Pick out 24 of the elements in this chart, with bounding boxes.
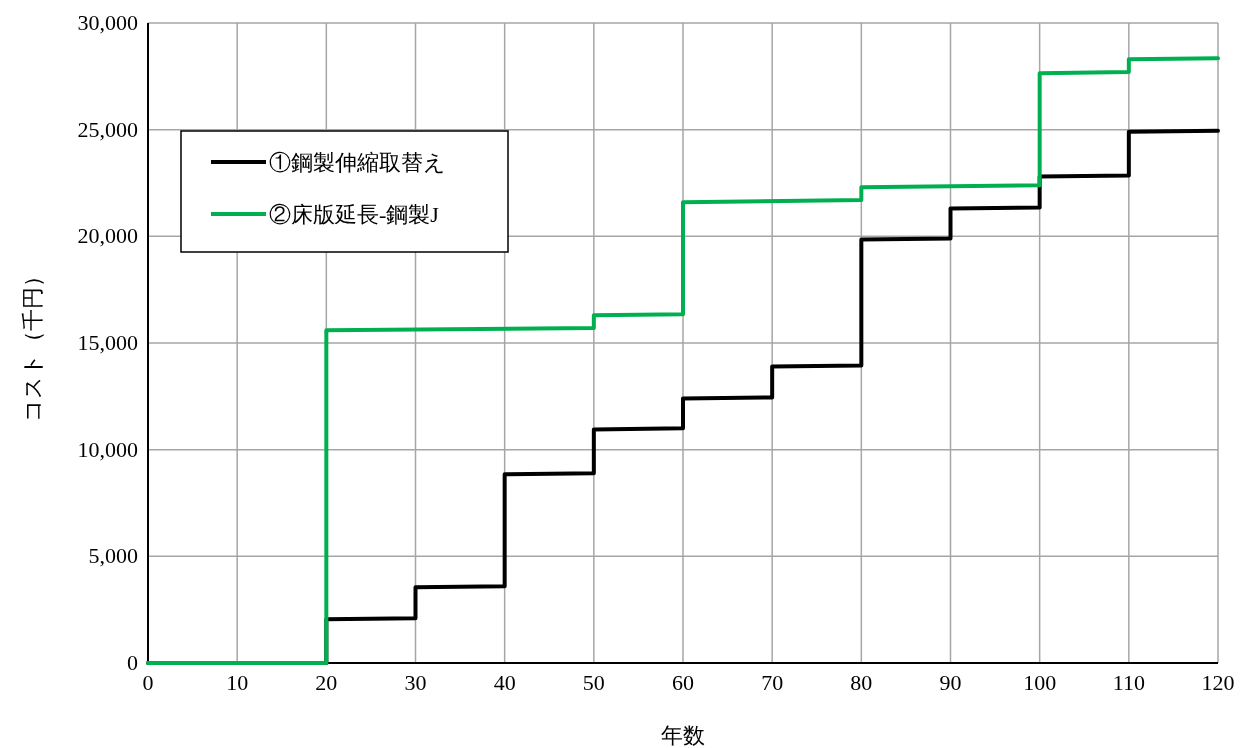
x-tick-label: 100	[1023, 670, 1057, 695]
y-tick-label: 30,000	[77, 10, 138, 35]
x-tick-label: 80	[850, 670, 873, 695]
x-tick-label: 70	[761, 670, 784, 695]
x-tick-label: 60	[672, 670, 694, 695]
x-tick-label: 30	[404, 670, 427, 695]
x-tick-label: 120	[1201, 670, 1235, 695]
x-tick-label: 40	[493, 670, 516, 695]
y-tick-label: 5,000	[88, 543, 138, 569]
y-tick-label: 10,000	[77, 436, 138, 462]
x-tick-label: 110	[1112, 670, 1145, 695]
x-axis-title: 年数	[661, 723, 705, 748]
y-tick-label: 20,000	[77, 223, 138, 249]
legend-label: ①鋼製伸縮取替え	[269, 150, 446, 175]
y-tick-label: 15,000	[77, 330, 138, 355]
y-tick-label: 0	[127, 650, 138, 675]
x-tick-label: 50	[582, 670, 605, 695]
legend-label: ②床版延長-鋼製J	[269, 202, 440, 227]
x-tick-label: 0	[142, 670, 154, 695]
x-tick-label: 20	[315, 670, 338, 695]
x-tick-label: 10	[226, 670, 249, 695]
y-tick-label: 25,000	[77, 116, 138, 142]
x-tick-label: 90	[939, 670, 962, 695]
y-axis-title: コスト（千円）	[20, 264, 45, 422]
